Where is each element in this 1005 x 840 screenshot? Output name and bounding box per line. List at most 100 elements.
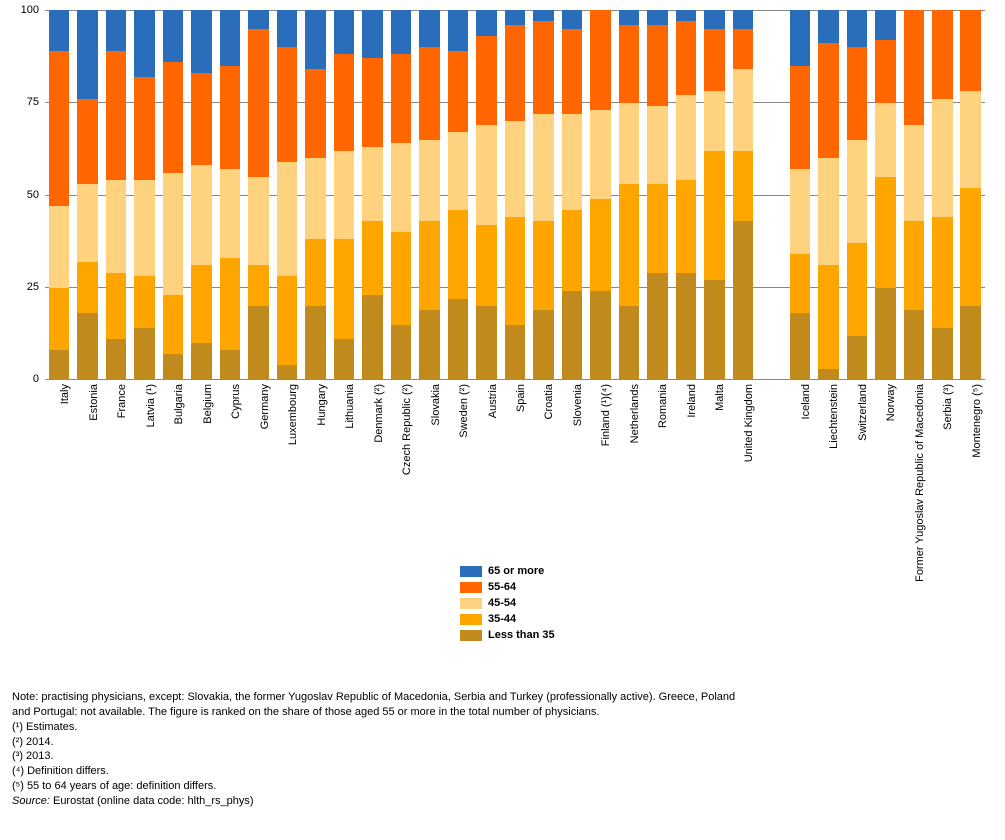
bar-segment	[362, 147, 383, 221]
legend-label: 35-44	[488, 613, 516, 625]
x-axis-label: Estonia	[88, 384, 100, 421]
bar-segment	[847, 140, 868, 244]
bar-segment	[191, 343, 212, 380]
x-axis-label: Malta	[714, 384, 726, 411]
bar-segment	[875, 40, 896, 103]
bar-segment	[704, 151, 725, 281]
x-axis-label: Norway	[885, 384, 897, 421]
x-label-slot: Liechtenstein	[814, 384, 842, 584]
bar-segment	[505, 325, 526, 381]
bar-segment	[875, 288, 896, 381]
x-label-slot: United Kingdom	[729, 384, 757, 584]
bar-segment	[619, 10, 640, 25]
x-axis-label: Slovakia	[430, 384, 442, 426]
bar-segment	[106, 273, 127, 340]
bar-segment	[647, 25, 668, 106]
y-tick-label: 50	[27, 189, 39, 201]
bar-segment	[790, 169, 811, 254]
footnote-2: (²) 2014.	[12, 736, 54, 748]
footnote-3: (³) 2013.	[12, 750, 54, 762]
x-label-slot: Austria	[472, 384, 500, 584]
legend: 65 or more55-6445-5435-44Less than 35	[460, 565, 555, 645]
bar-segment	[676, 21, 697, 95]
bar-segment	[476, 125, 497, 225]
bar-segment	[960, 188, 981, 306]
x-axis-label: Switzerland	[857, 384, 869, 441]
x-axis-label: Belgium	[202, 384, 214, 424]
bar-segment	[277, 365, 298, 380]
bar-segment	[448, 51, 469, 132]
bar-segment	[875, 177, 896, 288]
bar-segment	[49, 288, 70, 351]
legend-swatch	[460, 630, 482, 641]
bar-segment	[647, 273, 668, 380]
bar-segment	[134, 10, 155, 77]
bar-segment	[818, 43, 839, 158]
x-axis-label: Lithuania	[344, 384, 356, 429]
bar-stack	[305, 10, 326, 380]
bar-segment	[904, 10, 925, 125]
bar-slot	[700, 10, 728, 380]
legend-item: 55-64	[460, 581, 555, 593]
bar-segment	[932, 217, 953, 328]
bar-segment	[932, 10, 953, 99]
bar-slot	[444, 10, 472, 380]
bar-stack	[277, 10, 298, 380]
x-label-slot: Denmark (²)	[358, 384, 386, 584]
bar-segment	[847, 47, 868, 140]
bar-segment	[334, 10, 355, 54]
bar-segment	[163, 62, 184, 173]
bar-segment	[419, 10, 440, 47]
bar-segment	[818, 369, 839, 380]
x-label-slot: Switzerland	[843, 384, 871, 584]
bar-segment	[305, 69, 326, 158]
bar-slot	[558, 10, 586, 380]
bar-slot	[159, 10, 187, 380]
bar-slot	[501, 10, 529, 380]
bar-segment	[134, 276, 155, 328]
bar-segment	[49, 51, 70, 206]
x-axis-labels: ItalyEstoniaFranceLatvia (¹)BulgariaBelg…	[45, 384, 985, 584]
bar-slot	[900, 10, 928, 380]
x-axis-label: Ireland	[686, 384, 698, 418]
bar-segment	[562, 29, 583, 114]
bars-container	[45, 10, 985, 380]
bar-segment	[562, 114, 583, 210]
bar-slot	[273, 10, 301, 380]
x-axis-label: Italy	[59, 384, 71, 404]
bar-segment	[790, 313, 811, 380]
bar-segment	[960, 91, 981, 187]
bar-segment	[904, 125, 925, 221]
bar-segment	[277, 276, 298, 365]
bar-stack	[619, 10, 640, 380]
bar-slot	[871, 10, 899, 380]
bar-segment	[248, 177, 269, 266]
bar-segment	[590, 110, 611, 199]
legend-item: 65 or more	[460, 565, 555, 577]
bar-segment	[676, 10, 697, 21]
bar-slot	[130, 10, 158, 380]
x-axis-label: Slovenia	[572, 384, 584, 426]
x-label-slot: Lithuania	[330, 384, 358, 584]
x-label-slot: Czech Republic (²)	[387, 384, 415, 584]
bar-segment	[448, 210, 469, 299]
x-label-slot: Serbia (³)	[928, 384, 956, 584]
bar-slot	[843, 10, 871, 380]
x-label-slot: Montenegro (⁵)	[957, 384, 985, 584]
bar-segment	[733, 29, 754, 70]
bar-segment	[362, 221, 383, 295]
bar-segment	[533, 310, 554, 380]
bar-segment	[362, 10, 383, 58]
bar-segment	[619, 103, 640, 184]
bar-segment	[134, 77, 155, 181]
x-axis-label: Cyprus	[230, 384, 242, 419]
bar-segment	[220, 66, 241, 170]
bar-stack	[191, 10, 212, 380]
bar-slot	[102, 10, 130, 380]
bar-segment	[77, 313, 98, 380]
bar-slot	[73, 10, 101, 380]
bar-segment	[277, 162, 298, 277]
footnote-1: (¹) Estimates.	[12, 721, 77, 733]
bar-stack	[676, 10, 697, 380]
bar-segment	[590, 199, 611, 292]
